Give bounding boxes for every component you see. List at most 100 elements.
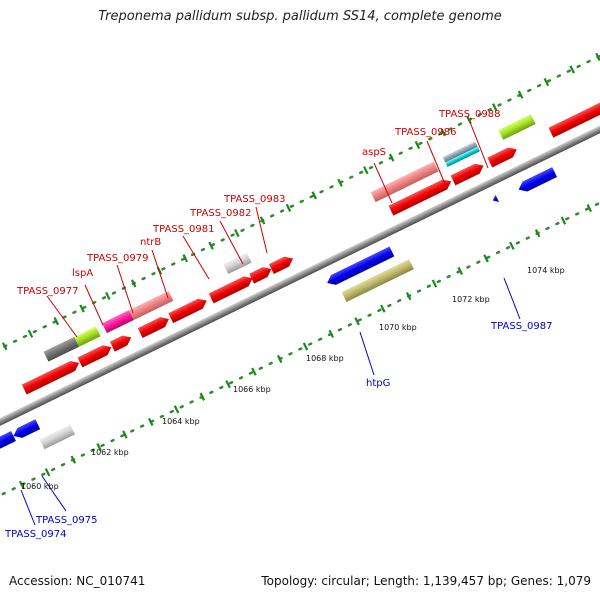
leader-line-tpass-0981 — [182, 235, 210, 280]
gene-label-asps[interactable]: aspS — [362, 147, 386, 158]
scale-tick-mark — [543, 78, 550, 87]
gene-label-tpass-0979[interactable]: TPASS_0979 — [86, 253, 148, 264]
scale-tick-mark — [534, 229, 541, 238]
scale-tick-mark — [414, 140, 421, 150]
feature-htpG[interactable] — [341, 259, 414, 302]
scale-tick-mark — [492, 103, 498, 112]
scale-tick-mark — [363, 166, 369, 175]
scale-tick-mark — [225, 380, 231, 389]
scale-tick-mark — [380, 304, 386, 313]
scale-tick-mark — [122, 430, 128, 439]
scale-tick-mark — [457, 266, 464, 276]
scale-tick-mark — [337, 178, 343, 187]
scale-tick-mark — [105, 291, 111, 301]
scale-tick-mark — [27, 329, 34, 338]
leader-line-tpass-0982 — [219, 220, 244, 265]
scale-tick-mark — [285, 203, 292, 212]
leader-line-tpass-0986 — [426, 140, 446, 185]
feature-TPASS_0987[interactable] — [491, 194, 500, 204]
feature-ntrB[interactable] — [129, 290, 174, 321]
leader-line-tpass-0983 — [255, 206, 268, 254]
gene-label-tpass-0983[interactable]: TPASS_0983 — [223, 194, 285, 205]
scale-tick-mark — [182, 254, 188, 263]
scale-tick-mark — [388, 153, 395, 162]
gene-label-ntrb[interactable]: ntrB — [140, 237, 161, 248]
scale-tick-mark — [79, 304, 85, 313]
feature-forward-3[interactable] — [109, 332, 134, 352]
scale-tick-mark — [405, 292, 412, 301]
gene-label-tpass-0986[interactable]: TPASS_0986 — [394, 127, 456, 138]
feature-forward-1[interactable] — [21, 358, 82, 395]
map-title: Treponema pallidum subsp. pallidum SS14,… — [98, 9, 502, 24]
feature-reverse-3[interactable] — [325, 246, 395, 287]
scale-tick-mark — [586, 203, 592, 213]
scale-label-1068-kbp: 1068 kbp — [306, 354, 344, 363]
gene-label-tpass-0982[interactable]: TPASS_0982 — [189, 208, 251, 219]
feature-forward-11[interactable] — [487, 144, 519, 168]
feature-reverse-4[interactable] — [516, 167, 557, 194]
scale-label-1064-kbp: 1064 kbp — [162, 417, 200, 426]
scale-tick-mark — [1, 342, 8, 351]
gene-label-tpass-0988[interactable]: TPASS_0988 — [438, 109, 500, 120]
scale-tick-mark — [259, 216, 266, 225]
scale-tick-mark — [483, 254, 489, 263]
gene-label-tpass-0987[interactable]: TPASS_0987 — [490, 321, 552, 332]
scale-tick-mark — [302, 342, 309, 351]
gene-label-tpass-0975[interactable]: TPASS_0975 — [35, 515, 97, 526]
feature-TPASS_0982[interactable] — [249, 264, 274, 284]
leader-line-asps — [373, 162, 393, 204]
scale-tick-mark — [130, 279, 137, 288]
scale-tick-mark — [569, 65, 575, 74]
genome-backbone — [0, 103, 600, 443]
scale-tick-mark — [173, 405, 180, 414]
scale-tick-mark — [147, 417, 154, 426]
scale-tick-mark — [96, 443, 102, 452]
leader-line-htpg — [359, 331, 375, 376]
leader-line-tpass-0987 — [503, 277, 521, 320]
feature-aspS[interactable] — [370, 161, 439, 203]
feature-TPASS_0983[interactable] — [223, 252, 252, 274]
feature-TPASS_0977[interactable] — [43, 336, 80, 362]
feature-TPASS_0975[interactable] — [11, 419, 41, 441]
leader-line-tpass-0988 — [469, 121, 489, 169]
feature-forward-12[interactable] — [548, 101, 600, 138]
gene-label-htpg[interactable]: htpG — [366, 378, 390, 389]
genome-stats-text: Topology: circular; Length: 1,139,457 bp… — [261, 574, 591, 588]
feature-forward-9[interactable] — [388, 176, 454, 216]
feature-TPASS_0988[interactable] — [498, 114, 536, 140]
leader-line-tpass-0975 — [41, 475, 67, 512]
feature-TPASS_0986[interactable] — [442, 141, 480, 168]
feature-TPASS_0981[interactable] — [208, 273, 255, 304]
feature-lspA[interactable] — [74, 326, 101, 347]
feature-forward-10[interactable] — [450, 161, 486, 186]
scale-tick-mark — [509, 241, 515, 250]
scale-tick-mark — [440, 128, 446, 137]
feature-TPASS_0974[interactable] — [0, 431, 16, 455]
leader-line-tpass-0979 — [116, 264, 134, 314]
feature-reverse-light-gray[interactable] — [39, 424, 76, 450]
feature-forward-5[interactable] — [168, 296, 209, 324]
scale-tick-mark — [595, 52, 600, 61]
scale-tick-mark — [311, 191, 317, 200]
gene-label-tpass-0981[interactable]: TPASS_0981 — [152, 224, 214, 235]
scale-tick-mark — [18, 480, 25, 489]
gene-label-tpass-0974[interactable]: TPASS_0974 — [4, 529, 66, 540]
leader-line-lspa — [84, 284, 104, 326]
feature-forward-8[interactable] — [269, 254, 295, 274]
scale-label-1074-kbp: 1074 kbp — [527, 266, 565, 275]
scale-tick-mark — [251, 367, 257, 376]
gene-label-tpass-0977[interactable]: TPASS_0977 — [16, 286, 78, 297]
scale-label-1062-kbp: 1062 kbp — [91, 448, 129, 457]
leader-line-tpass-0974 — [20, 489, 36, 526]
feature-forward-2[interactable] — [77, 342, 114, 368]
scale-tick-mark — [199, 392, 206, 401]
leader-line-ntrb — [151, 249, 169, 299]
leader-line-tpass-0977 — [46, 295, 78, 338]
scale-tick-mark — [70, 455, 77, 464]
scale-tick-mark — [276, 354, 283, 364]
scale-label-1070-kbp: 1070 kbp — [379, 323, 417, 332]
feature-TPASS_0979[interactable] — [102, 310, 134, 334]
feature-forward-4[interactable] — [137, 314, 172, 338]
gene-label-lspa[interactable]: lspA — [72, 268, 93, 279]
